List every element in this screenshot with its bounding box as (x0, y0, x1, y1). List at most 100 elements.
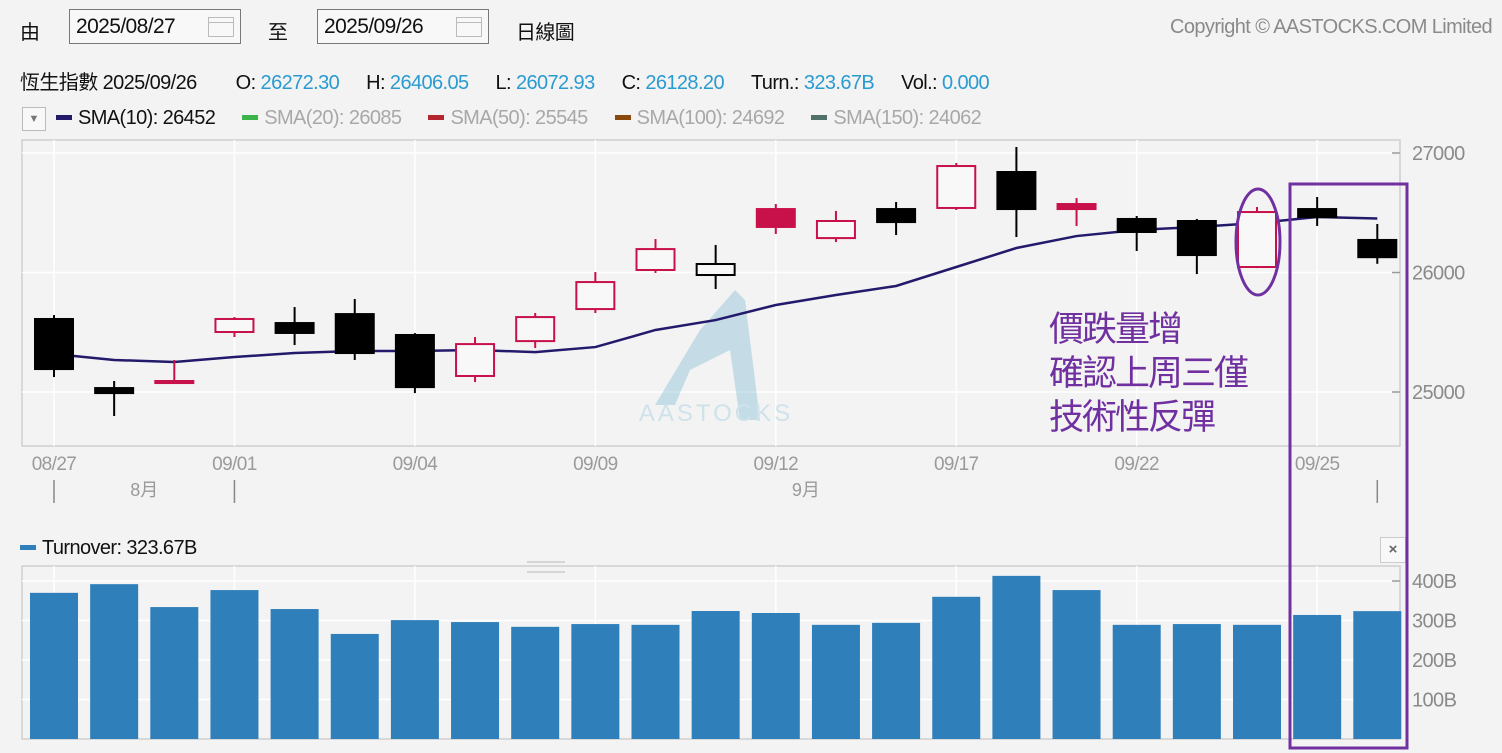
watermark-logo (655, 290, 760, 420)
candle-body (154, 380, 195, 385)
candle-09-19 (1056, 198, 1097, 227)
candle-body (455, 343, 496, 377)
candle-body (1357, 238, 1398, 259)
sma10-line (53, 215, 1378, 364)
y-tick-label: 100B (1412, 690, 1457, 712)
copyright-text: Copyright © AASTOCKS.COM Limited (1170, 16, 1493, 38)
candle-09-18 (996, 147, 1037, 238)
candle-body (334, 313, 375, 355)
candle-body (635, 248, 676, 271)
candle-body (274, 322, 315, 334)
turnover-bar-09-17 (932, 596, 981, 739)
turnover-bar-09-12 (751, 612, 800, 739)
month-label: 8月 (130, 480, 158, 500)
index-name: 恆生指數 (20, 72, 98, 94)
legend-sma100[interactable]: SMA(100): 24692 (614, 107, 785, 129)
annotation-shapes (1234, 182, 1409, 750)
x-tick-label: 09/01 (212, 454, 257, 475)
close-value: 26128.20 (645, 72, 724, 94)
indicator-legend: SMA(10): 26452 SMA(20): 26085 SMA(50): 2… (56, 107, 1003, 130)
candle-09-02 (274, 307, 315, 346)
candle-09-08 (515, 313, 556, 349)
y-tick-label: 200B (1412, 650, 1457, 672)
candle-body (695, 263, 736, 277)
candle-09-04 (394, 333, 435, 394)
candle-body (996, 171, 1037, 211)
legend-swatch (56, 114, 72, 120)
candle-09-01 (214, 317, 255, 338)
x-tick-label: 09/25 (1295, 454, 1340, 475)
candle-body (1116, 217, 1157, 233)
turnover-bar-09-16 (872, 622, 921, 739)
turnover-bar-08-29 (150, 607, 199, 739)
turnover-bar-09-15 (811, 624, 860, 739)
from-date-input[interactable]: 2025/08/27 (69, 9, 241, 44)
legend-sma20[interactable]: SMA(20): 26085 (242, 107, 402, 129)
to-date-value: 2025/09/26 (324, 15, 424, 38)
indicator-dropdown-button[interactable]: ▼ (22, 107, 46, 131)
quote-date: 2025/09/26 (102, 72, 198, 94)
high-label: H: (366, 72, 385, 94)
candle-09-23 (1176, 218, 1217, 275)
candle-body (1176, 219, 1217, 257)
candle-09-22 (1116, 215, 1157, 251)
low-value: 26072.93 (515, 72, 595, 94)
turnover-bar-09-23 (1172, 624, 1221, 739)
candle-body (1237, 211, 1277, 269)
candle-body (755, 208, 796, 228)
turnover-bar-09-04 (390, 620, 439, 739)
candle-body (34, 317, 74, 371)
candle-09-24 (1237, 207, 1277, 269)
turnover-bar-08-27 (30, 592, 78, 739)
annotation-line: 價跌量增 (1049, 310, 1183, 350)
candle-body (214, 317, 255, 334)
turnover-bar-09-25 (1293, 614, 1342, 739)
open-value: 26272.30 (260, 72, 340, 94)
chart-type-label[interactable]: 日線圖 (516, 22, 575, 44)
candle-09-03 (334, 299, 375, 360)
turnover-label: Turn.: (750, 72, 800, 94)
volume-value: 0.000 (941, 72, 990, 94)
y-tick-label: 26000 (1412, 263, 1465, 285)
legend-sma50[interactable]: SMA(50): 25545 (428, 107, 588, 129)
legend-sma10[interactable]: SMA(10): 26452 (56, 107, 216, 129)
plot-area (21, 139, 1401, 447)
turnover-bar-09-08 (511, 626, 560, 739)
turnover-chart: 100B 200B 300B 400B (21, 561, 1457, 740)
candle-08-29 (154, 359, 195, 385)
turnover-bar-09-01 (210, 590, 259, 739)
candle-body (575, 281, 616, 311)
calendar-icon[interactable] (456, 17, 482, 37)
x-tick-label: 08/27 (32, 454, 77, 475)
legend-swatch (811, 114, 828, 120)
calendar-icon[interactable] (208, 17, 234, 37)
y-tick-label: 25000 (1412, 382, 1465, 404)
month-label: 9月 (792, 480, 820, 500)
legend-label: SMA(150): 24062 (833, 107, 982, 129)
price-chart: 25000 26000 27000 08/27 09/01 09/04 09/09 09/12… (21, 139, 1466, 503)
legend-sma150[interactable]: SMA(150): 24062 (811, 107, 982, 129)
candle-body (94, 387, 135, 395)
highlight-ellipse (1234, 187, 1282, 297)
close-label: C: (621, 72, 641, 94)
annotation-line: 技術性反彈 (1049, 398, 1216, 438)
y-tick-label: 300B (1412, 611, 1457, 633)
y-tick-label: 27000 (1412, 143, 1465, 165)
to-date-input[interactable]: 2025/09/26 (317, 9, 489, 44)
candle-body (1056, 203, 1097, 211)
high-value: 26406.05 (389, 72, 469, 94)
volume-label: Vol.: (901, 72, 938, 94)
x-tick-label: 09/09 (573, 454, 618, 475)
candle-09-26 (1357, 223, 1398, 264)
turnover-bar-09-19 (1052, 590, 1101, 739)
turnover-legend: Turnover: 323.67B (20, 537, 197, 560)
candle-body (515, 316, 556, 343)
x-tick-label: 09/22 (1114, 454, 1159, 475)
candle-09-09 (575, 272, 616, 314)
open-label: O: (235, 72, 257, 94)
turnover-legend-label: Turnover: 323.67B (42, 537, 197, 559)
legend-label: SMA(10): 26452 (78, 107, 216, 129)
legend-label: SMA(20): 26085 (264, 107, 402, 129)
turnover-bar-09-03 (330, 633, 379, 739)
